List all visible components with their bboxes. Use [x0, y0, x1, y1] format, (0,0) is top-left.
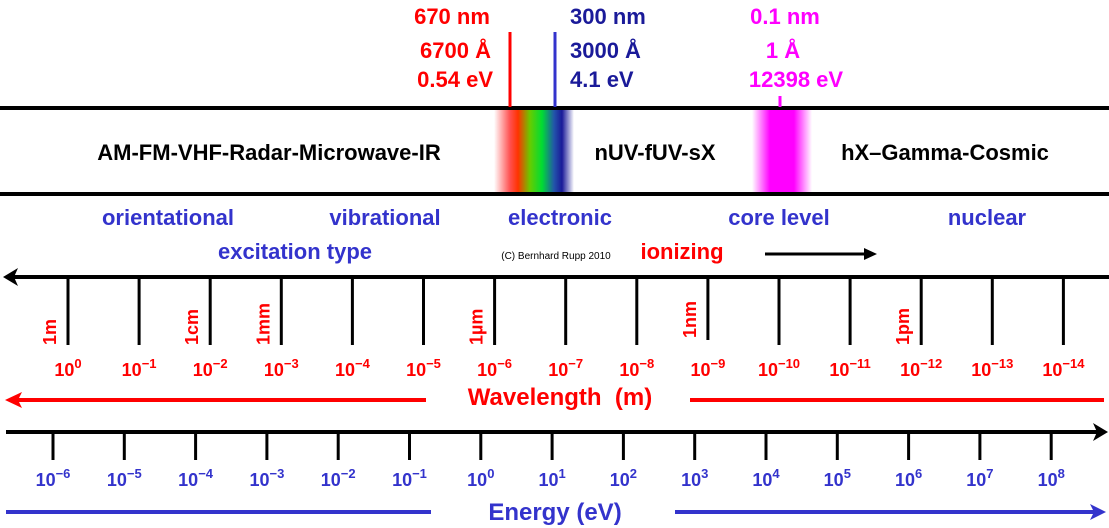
energy-tick-labels: 10−6 10−5 10−4 10−3 10−2 10−1 100 101 102 103 104 1… [36, 466, 1065, 490]
tick-label: 10−5 [406, 356, 441, 380]
wavelength-ticks [66, 279, 1065, 345]
excitation-labels: orientational vibrational electronic cor… [102, 205, 1027, 264]
tick-label: 10−4 [178, 466, 214, 490]
excitation-orientational: orientational [102, 205, 234, 230]
red-nm-label: 670 nm [414, 4, 490, 29]
tick-label: 103 [681, 466, 708, 490]
tick-label: 107 [966, 466, 993, 490]
red-ev-label: 0.54 eV [417, 67, 493, 92]
wavelength-left-arrow [5, 392, 426, 408]
excitation-electronic: electronic [508, 205, 612, 230]
red-angstrom-label: 6700 Å [420, 37, 491, 63]
tick-label: 10−1 [392, 466, 427, 490]
marker-labels: 670 nm 6700 Å 0.54 eV 300 nm 3000 Å 4.1 … [414, 4, 843, 92]
tick-label: 10−6 [36, 466, 71, 490]
tick-label: 106 [895, 466, 922, 490]
energy-ticks [51, 434, 1053, 460]
band-high-label: hX–Gamma-Cosmic [841, 140, 1049, 165]
excitation-caption: excitation type [218, 239, 372, 264]
band-mid-label: nUV-fUV-sX [594, 140, 715, 165]
energy-axis [6, 423, 1108, 441]
magenta-angstrom-label: 1 Å [766, 37, 800, 63]
tick-label: 100 [54, 356, 81, 380]
tick-label: 100 [467, 466, 494, 490]
tick-label: 10−2 [321, 466, 356, 490]
magenta-ev-label: 12398 eV [749, 67, 844, 92]
tick-label: 10−3 [249, 466, 284, 490]
ionizing-label: ionizing [640, 239, 723, 264]
unit-mark-label: 1m [40, 319, 60, 345]
tick-label: 10−9 [690, 356, 725, 380]
copyright: (C) Bernhard Rupp 2010 [501, 251, 611, 262]
visible-band [494, 110, 574, 192]
energy-right-arrow [675, 504, 1106, 520]
tick-label: 10−11 [829, 356, 870, 380]
tick-label: 10−14 [1042, 356, 1085, 380]
tick-label: 10−2 [193, 356, 228, 380]
tick-label: 10−12 [900, 356, 942, 380]
tick-label: 105 [824, 466, 851, 490]
tick-label: 10−8 [619, 356, 654, 380]
wavelength-tick-labels: 100 10−1 10−2 10−3 10−4 10−5 10−6 10−7 10−8 10−9 1… [54, 356, 1085, 380]
excitation-core-level: core level [728, 205, 830, 230]
blue-nm-label: 300 nm [570, 4, 646, 29]
tick-label: 104 [752, 466, 780, 490]
unit-mark-label: 1cm [182, 309, 202, 345]
band-low-label: AM-FM-VHF-Radar-Microwave-IR [97, 140, 441, 165]
excitation-vibrational: vibrational [329, 205, 440, 230]
unit-mark-label: 1nm [680, 301, 700, 338]
ionizing-arrow [765, 248, 877, 260]
energy-label: Energy (eV) [488, 499, 621, 526]
tick-label: 10−4 [335, 356, 371, 380]
wavelength-axis [3, 268, 1109, 286]
unit-mark-label: 1mm [253, 303, 273, 345]
tick-label: 102 [610, 466, 637, 490]
tick-label: 101 [538, 466, 565, 490]
xray-band [752, 110, 812, 192]
wavelength-label: Wavelength (m) [468, 384, 652, 411]
blue-angstrom-label: 3000 Å [570, 37, 641, 63]
tick-label: 10−5 [107, 466, 142, 490]
wavelength-unit-marks: 1m 1cm 1mm 1µm 1nm 1pm [40, 301, 913, 345]
tick-label: 10−6 [477, 356, 512, 380]
tick-label: 10−7 [548, 356, 583, 380]
excitation-nuclear: nuclear [948, 205, 1027, 230]
tick-label: 10−3 [264, 356, 299, 380]
unit-mark-label: 1pm [893, 308, 913, 345]
tick-label: 10−1 [122, 356, 157, 380]
tick-label: 108 [1038, 466, 1065, 490]
tick-label: 10−13 [971, 356, 1013, 380]
unit-mark-label: 1µm [467, 309, 487, 345]
blue-ev-label: 4.1 eV [570, 67, 634, 92]
tick-label: 10−10 [758, 356, 800, 380]
magenta-nm-label: 0.1 nm [750, 4, 820, 29]
